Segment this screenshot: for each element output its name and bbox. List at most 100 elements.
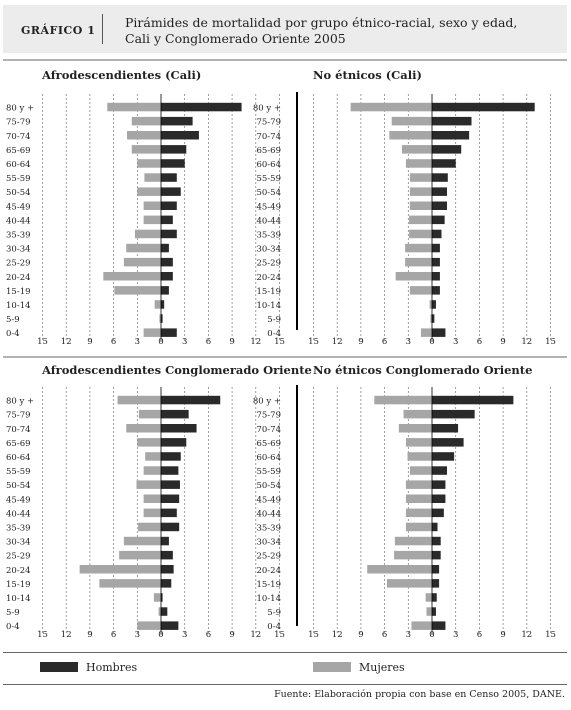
tick-label: 9 [500,630,505,640]
bar-mujeres [137,621,161,630]
age-label: 80 y + [6,397,34,407]
bar-mujeres [126,424,161,433]
age-label: 5-9 [267,608,281,618]
age-label: 40-44 [6,216,31,226]
bar-mujeres [367,565,432,574]
bar-hombres [432,508,444,518]
bar-mujeres [405,257,432,267]
bar-mujeres [143,508,161,518]
age-label: 15-19 [6,287,31,297]
tick-label: 9 [87,630,92,640]
age-label: 75-79 [256,411,281,421]
tick-label: 3 [135,630,140,640]
bar-mujeres [405,508,432,518]
bar-mujeres [134,229,161,239]
bar-hombres [432,286,440,295]
age-label: 0-4 [267,622,281,632]
bar-hombres [432,466,448,475]
age-label: 70-74 [6,425,31,435]
bar-mujeres [153,593,161,602]
age-label: 55-59 [256,174,281,184]
age-label: 30-34 [256,538,281,548]
bar-hombres [161,116,193,126]
bar-hombres [161,229,177,239]
tick-label: 12 [521,630,532,640]
bar-mujeres [430,314,432,323]
tick-label: 9 [500,337,505,347]
legend-hombres-swatch [40,662,78,672]
age-label: 30-34 [256,245,281,255]
bar-hombres [161,480,180,489]
bar-hombres [161,424,197,433]
bar-hombres [432,201,448,210]
age-label: 40-44 [6,509,31,519]
bar-mujeres [405,522,432,532]
age-label: 30-34 [6,538,31,548]
bar-hombres [161,145,187,154]
age-label: 25-29 [256,259,281,269]
tick-label: 6 [206,337,211,347]
bar-hombres [161,621,179,630]
bar-mujeres [143,201,161,210]
age-label: 35-39 [256,523,281,533]
source-note: Fuente: Elaboración propia con base en C… [274,689,565,700]
age-label: 75-79 [6,118,31,128]
bar-mujeres [144,173,161,182]
tick-label: 3 [182,630,187,640]
bar-mujeres [420,328,432,337]
age-label: 45-49 [6,202,31,212]
bar-mujeres [154,300,161,309]
bar-mujeres [394,536,432,546]
bar-mujeres [103,272,161,281]
bar-hombres [432,131,470,140]
age-label: 75-79 [6,411,31,421]
age-label: 10-14 [6,301,31,311]
bar-mujeres [123,536,161,546]
tick-label: 6 [111,337,116,347]
bar-mujeres [398,424,432,433]
bar-hombres [432,621,446,630]
bar-hombres [432,409,475,419]
tick-label: 15 [308,630,319,640]
bar-hombres [432,173,448,182]
bar-hombres [432,187,448,196]
age-label: 0-4 [6,622,20,632]
tick-label: 0 [429,337,434,347]
bar-mujeres [136,480,161,489]
bar-mujeres [401,145,432,154]
bar-hombres [432,579,440,588]
legend-mujeres-label: Mujeres [359,661,405,674]
bar-hombres [432,395,514,405]
age-label: 5-9 [6,608,20,618]
bar-hombres [432,522,438,532]
bar-hombres [432,536,441,546]
tick-label: 3 [135,337,140,347]
tick-label: 12 [61,630,72,640]
bar-hombres [432,145,462,154]
bar-hombres [161,215,173,225]
bar-hombres [432,215,445,225]
tick-label: 3 [406,337,411,347]
age-label: 55-59 [256,467,281,477]
age-label: 80 y + [253,104,281,114]
bar-mujeres [386,579,432,588]
age-label: 10-14 [256,594,281,604]
bar-mujeres [394,550,432,560]
bar-mujeres [395,272,432,281]
age-label: 65-69 [256,439,281,449]
bar-hombres [161,508,177,518]
bar-hombres [432,159,456,168]
bar-hombres [161,243,169,253]
tick-label: 0 [158,337,163,347]
age-label: 80 y + [6,104,34,114]
bar-hombres [432,480,446,489]
tick-label: 6 [382,337,387,347]
bar-mujeres [409,229,432,239]
age-label: 75-79 [256,118,281,128]
age-label: 50-54 [6,188,31,198]
legend-top-rule [3,652,567,653]
tick-label: 15 [37,630,48,640]
age-label: 55-59 [6,467,31,477]
age-label: 20-24 [256,566,281,576]
